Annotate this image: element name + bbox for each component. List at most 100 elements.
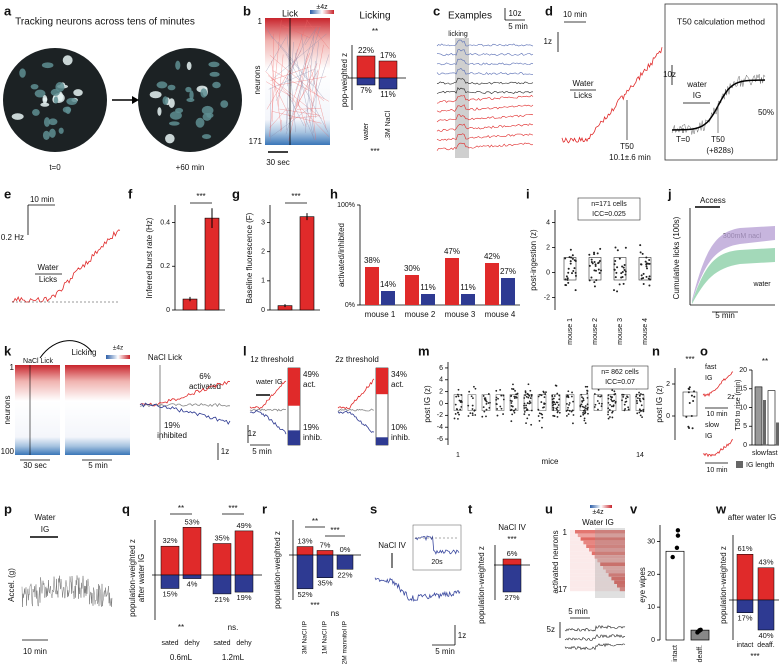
category-label: deaff. (697, 645, 704, 662)
dot (636, 412, 638, 414)
dot (554, 395, 556, 397)
dot (526, 417, 528, 419)
dot (592, 262, 594, 264)
panel-letter: b (243, 3, 251, 18)
category-label: mouse 2 (592, 318, 599, 345)
title: NaCl IV (498, 523, 526, 532)
dot (471, 395, 473, 397)
dot (614, 269, 616, 271)
activated-trace (338, 379, 374, 409)
value-label: 22% (358, 46, 374, 55)
dot (624, 408, 626, 410)
label: slow (705, 422, 720, 429)
dot (691, 415, 693, 417)
dot (556, 393, 558, 395)
category-label: 1M NaCl IP (322, 621, 329, 654)
dot (568, 268, 570, 270)
dot (647, 263, 649, 265)
dot (597, 400, 599, 402)
dot (595, 263, 597, 265)
example-trace (437, 88, 533, 94)
dot (688, 391, 690, 393)
dot (625, 271, 627, 273)
x-tick-label: 14 (636, 452, 644, 459)
category-label: dehy (236, 640, 252, 647)
value-label: 40% (758, 631, 773, 640)
dot (570, 263, 572, 265)
example-trace (437, 49, 533, 55)
dot (587, 403, 589, 405)
dot (531, 410, 533, 412)
label: neurons (253, 66, 262, 95)
label: Water (34, 513, 55, 522)
label: 5 min (715, 311, 735, 320)
dot (514, 397, 516, 399)
dot (568, 413, 570, 415)
panel-letter: e (4, 186, 11, 201)
dot (593, 252, 595, 254)
dot (595, 279, 597, 281)
dot (641, 278, 643, 280)
neuron (42, 95, 47, 104)
dot (580, 415, 582, 417)
label: 10z (509, 9, 522, 18)
dot (555, 385, 557, 387)
dot (473, 386, 475, 388)
dot (497, 398, 499, 400)
dot (575, 275, 577, 277)
panel-letter: d (545, 3, 553, 18)
value-label: 43% (758, 558, 773, 567)
dot (488, 393, 490, 395)
dot (646, 267, 648, 269)
value-label: 49% (236, 521, 251, 530)
dot (615, 272, 617, 274)
dot (497, 415, 499, 417)
value-label: 52% (297, 590, 312, 599)
label: 20s (431, 559, 443, 566)
panel-letter: p (4, 501, 12, 516)
dot (588, 254, 590, 256)
category-label: 3M NaCl IP (302, 621, 309, 654)
dot (586, 390, 588, 392)
dot (623, 394, 625, 396)
dot (472, 405, 474, 407)
dot (528, 414, 530, 416)
neuron (54, 96, 58, 103)
label: 5z (547, 625, 555, 634)
category-label: 2M mannitol IP (342, 621, 349, 664)
activated-bar (379, 61, 397, 78)
dot (566, 415, 568, 417)
dot (541, 427, 543, 429)
value-label: 19% (303, 423, 319, 432)
label: 1z (221, 447, 229, 456)
dot (579, 406, 581, 408)
x-tick-label: 1 (456, 452, 460, 459)
label: 6% (199, 372, 211, 381)
category-label: mouse 3 (617, 318, 624, 345)
dot (501, 408, 503, 410)
dot (612, 400, 614, 402)
dot (514, 390, 516, 392)
dot (553, 407, 555, 409)
dot (511, 409, 513, 411)
label: 30 sec (266, 158, 290, 167)
panel-letter: j (667, 186, 672, 201)
dot (613, 406, 615, 408)
dot (594, 406, 596, 408)
inhibited-bar (381, 291, 395, 305)
dot (567, 282, 569, 284)
dot (611, 417, 613, 419)
dot (569, 410, 571, 412)
dot (648, 284, 650, 286)
trace (565, 644, 625, 650)
y-tick-label: -6 (437, 436, 443, 443)
label: NaCl Lick (148, 353, 183, 362)
value-label: 13% (297, 537, 312, 546)
dot (693, 396, 695, 398)
dot (615, 401, 617, 403)
dot (557, 416, 559, 418)
dot (608, 418, 610, 420)
inhibited-bar (357, 78, 375, 85)
category-label: intact (672, 645, 679, 662)
